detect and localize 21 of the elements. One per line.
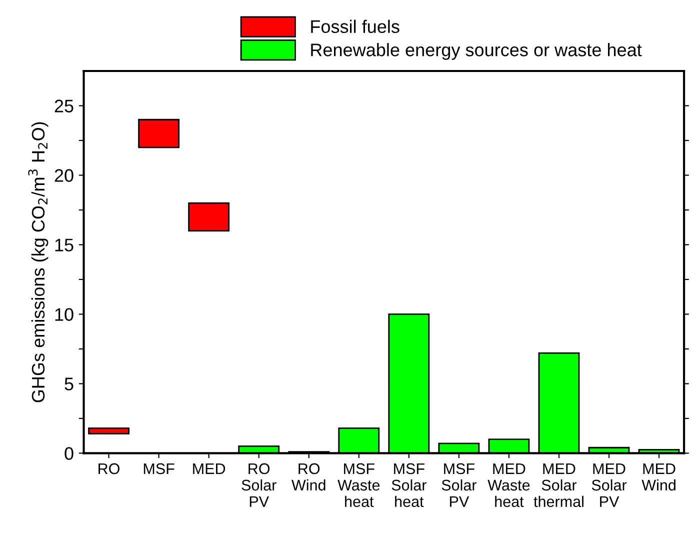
x-tick-label: RO Solar PV <box>242 463 276 507</box>
y-axis-title: GHGs emissions (kg CO$_{2}$/m$^{3}$ H$_{2}$O) <box>28 122 48 402</box>
x-tick-label: MED Waste heat <box>488 463 530 508</box>
x-tick-label: MED Wind <box>642 463 676 491</box>
x-tick-label: MED Solar PV <box>592 463 627 507</box>
y-tick-label: 0 <box>64 447 74 460</box>
y-tick-label: 20 <box>54 169 74 182</box>
x-tick-label: MSF Solar heat <box>392 463 426 508</box>
x-tick-label: MSF <box>144 463 174 474</box>
y-tick-label: 15 <box>55 238 74 252</box>
x-tick-label: MED <box>193 463 226 474</box>
x-tick-label: RO <box>98 463 120 474</box>
y-tick-label: 25 <box>54 100 74 112</box>
x-tick-label: MED Solar thermal <box>534 463 584 508</box>
y-tick-label: 5 <box>64 378 74 390</box>
y-tick-label: 10 <box>55 308 74 321</box>
x-tick-label: MSF Solar PV <box>442 463 477 507</box>
legend-label: Renewable energy sources or waste heat <box>311 43 642 60</box>
x-tick-label: RO Wind <box>292 463 326 491</box>
x-tick-label: MSF Waste heat <box>338 463 380 508</box>
legend-label: Fossil fuels <box>311 20 400 34</box>
